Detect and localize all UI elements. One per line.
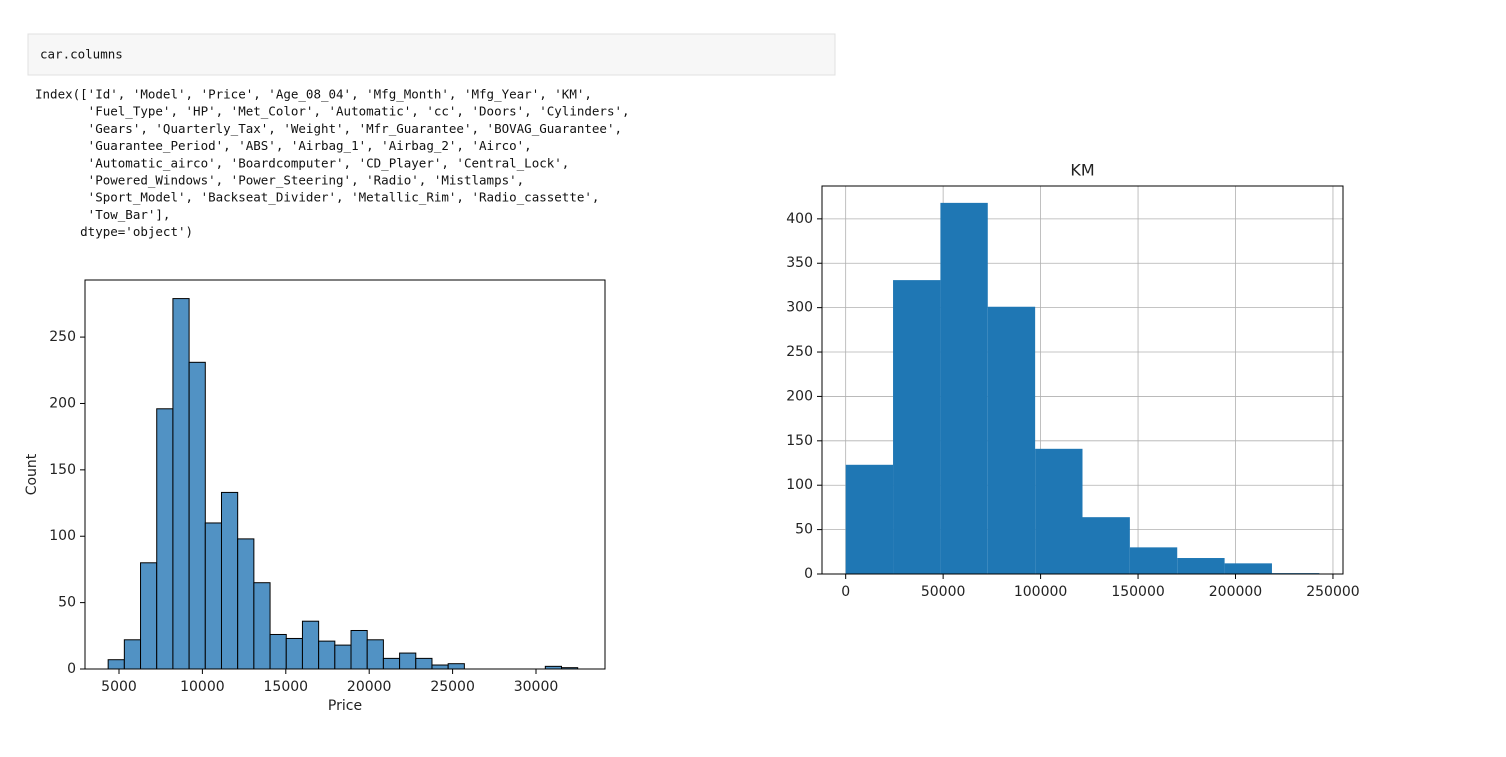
x-tick-label: 200000 bbox=[1209, 584, 1262, 600]
bar bbox=[940, 202, 988, 574]
x-tick-label: 15000 bbox=[264, 679, 309, 695]
bar bbox=[366, 639, 384, 670]
x-axis-label: Price bbox=[328, 698, 362, 714]
bar bbox=[845, 464, 894, 574]
bar bbox=[156, 408, 174, 670]
output-line: 'Guarantee_Period', 'ABS', 'Airbag_1', '… bbox=[35, 138, 532, 153]
code: car.columns bbox=[40, 47, 123, 62]
bar bbox=[1035, 448, 1083, 574]
y-tick-label: 0 bbox=[67, 661, 76, 677]
x-tick-label: 250000 bbox=[1306, 584, 1359, 600]
output-line: 'Powered_Windows', 'Power_Steering', 'Ra… bbox=[35, 173, 524, 188]
axes-frame bbox=[84, 279, 606, 670]
y-tick-label: 350 bbox=[786, 255, 813, 271]
y-tick-label: 300 bbox=[786, 300, 813, 316]
bar bbox=[350, 629, 368, 670]
bar bbox=[172, 298, 190, 670]
y-tick-label: 50 bbox=[58, 595, 76, 611]
y-tick-label: 200 bbox=[49, 395, 76, 411]
output-line: dtype='object') bbox=[35, 224, 193, 239]
bar bbox=[269, 633, 287, 670]
bar bbox=[318, 640, 336, 670]
y-tick-label: 0 bbox=[804, 566, 813, 582]
y-tick-label: 250 bbox=[49, 329, 76, 345]
bar bbox=[1129, 547, 1178, 574]
bar bbox=[1082, 517, 1130, 574]
output-line: 'Automatic_airco', 'Boardcomputer', 'CD_… bbox=[35, 155, 569, 170]
y-tick-label: 150 bbox=[786, 433, 813, 449]
axes-frame bbox=[821, 185, 1344, 575]
output-line: 'Gears', 'Quarterly_Tax', 'Weight', 'Mfr… bbox=[35, 121, 622, 136]
bar bbox=[140, 562, 158, 670]
y-tick-label: 200 bbox=[786, 388, 813, 404]
output: Index(['Id', 'Model', 'Price', 'Age_08_0… bbox=[35, 87, 630, 240]
bar bbox=[237, 538, 255, 670]
bar bbox=[1224, 563, 1272, 574]
y-tick-label: 150 bbox=[49, 462, 76, 478]
bar bbox=[415, 657, 433, 670]
output-line: Index(['Id', 'Model', 'Price', 'Age_08_0… bbox=[35, 87, 592, 102]
bar bbox=[447, 663, 465, 670]
x-tick-label: 10000 bbox=[180, 679, 225, 695]
code-cell[interactable] bbox=[27, 33, 836, 76]
bar bbox=[285, 637, 303, 670]
bar bbox=[431, 664, 449, 670]
output-line: 'Tow_Bar'], bbox=[35, 207, 170, 222]
x-tick-label: 25000 bbox=[430, 679, 475, 695]
bar bbox=[893, 280, 941, 574]
y-tick-label: 400 bbox=[786, 211, 813, 227]
bar bbox=[204, 522, 222, 670]
chart-title: KM bbox=[1070, 161, 1094, 180]
y-tick-label: 250 bbox=[786, 344, 813, 360]
y-tick-label: 100 bbox=[786, 477, 813, 493]
output-line: 'Fuel_Type', 'HP', 'Met_Color', 'Automat… bbox=[35, 104, 630, 119]
y-axis-label: Count bbox=[24, 453, 40, 495]
x-tick-label: 150000 bbox=[1111, 584, 1164, 600]
output-line: 'Sport_Model', 'Backseat_Divider', 'Meta… bbox=[35, 190, 599, 205]
bar bbox=[1177, 558, 1225, 574]
bar bbox=[220, 491, 239, 670]
bar bbox=[253, 582, 271, 670]
bar bbox=[107, 659, 125, 670]
x-tick-label: 0 bbox=[841, 584, 850, 600]
x-tick-label: 100000 bbox=[1014, 584, 1067, 600]
x-tick-label: 30000 bbox=[514, 679, 559, 695]
y-tick-label: 100 bbox=[49, 528, 76, 544]
x-tick-label: 50000 bbox=[921, 584, 966, 600]
bar bbox=[123, 639, 142, 670]
bar bbox=[301, 620, 320, 670]
bar bbox=[382, 657, 401, 670]
bar bbox=[334, 644, 352, 670]
bar bbox=[987, 306, 1036, 574]
x-tick-label: 20000 bbox=[347, 679, 392, 695]
x-tick-label: 5000 bbox=[101, 679, 137, 695]
bar bbox=[188, 361, 206, 670]
bar bbox=[399, 652, 417, 670]
y-tick-label: 50 bbox=[795, 522, 813, 538]
